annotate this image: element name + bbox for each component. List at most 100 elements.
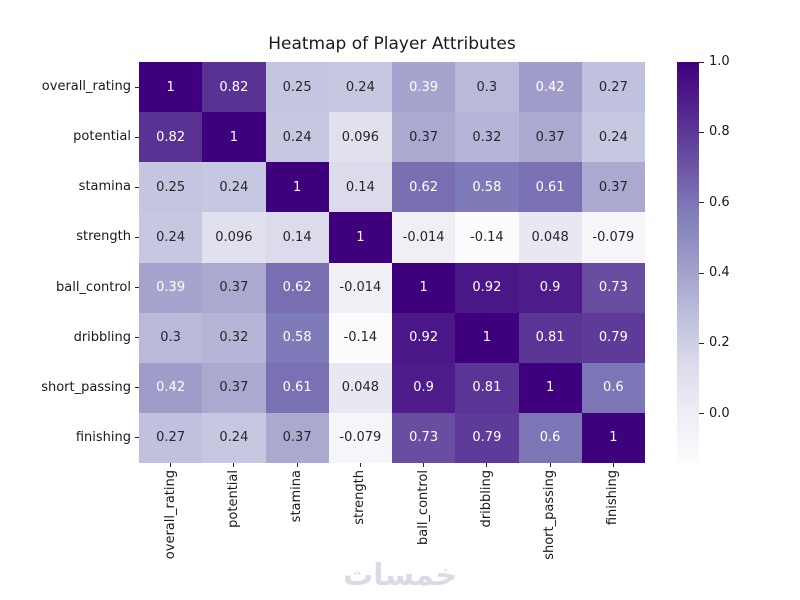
heatmap-cell: 0.096 (328, 112, 392, 163)
heatmap-cell: 0.37 (392, 112, 456, 163)
heatmap-cell: 0.42 (139, 362, 203, 413)
heatmap-cell: 0.39 (139, 262, 203, 313)
heatmap-cell: 0.14 (328, 162, 392, 213)
heatmap-cell: 0.25 (265, 62, 329, 113)
heatmap-cell: 0.37 (581, 162, 645, 213)
x-tick-mark (359, 463, 361, 467)
heatmap-cell: 0.82 (202, 62, 266, 113)
heatmap-cell: 0.61 (265, 362, 329, 413)
y-tick-label: stamina (78, 179, 131, 195)
heatmap-cell: -0.014 (392, 212, 456, 263)
heatmap-cell: 1 (139, 62, 203, 113)
heatmap-cell: 1 (392, 262, 456, 313)
heatmap-cell: 0.9 (518, 262, 582, 313)
heatmap-cell: 0.27 (139, 412, 203, 463)
y-tick-mark (135, 86, 139, 88)
heatmap-cell: 0.6 (518, 412, 582, 463)
y-tick-mark (135, 337, 139, 339)
heatmap-cell: 0.9 (392, 362, 456, 413)
heatmap-cell: -0.14 (455, 212, 519, 263)
heatmap-cell: 0.79 (455, 412, 519, 463)
colorbar (677, 62, 699, 463)
heatmap-cell: 0.81 (455, 362, 519, 413)
heatmap-cell: 0.39 (392, 62, 456, 113)
x-tick-mark (486, 463, 488, 467)
heatmap-cell: 0.3 (455, 62, 519, 113)
heatmap-cell: 0.37 (202, 262, 266, 313)
colorbar-tick-mark (699, 202, 704, 204)
heatmap-cell: -0.014 (328, 262, 392, 313)
heatmap-cell: 0.24 (139, 212, 203, 263)
y-tick-mark (135, 287, 139, 289)
colorbar-tick-label: 1.0 (709, 54, 730, 69)
x-tick-label: finishing (605, 470, 621, 526)
heatmap-cell: 0.42 (518, 62, 582, 113)
heatmap-cell: 0.37 (265, 412, 329, 463)
heatmap-cell: -0.14 (328, 312, 392, 363)
heatmap-cell: 0.81 (518, 312, 582, 363)
heatmap-cell: 0.73 (392, 412, 456, 463)
y-tick-label: dribbling (73, 329, 131, 345)
y-tick-mark (135, 387, 139, 389)
heatmap-cell: 0.62 (392, 162, 456, 213)
x-tick-mark (296, 463, 298, 467)
heatmap-cell: 0.37 (202, 362, 266, 413)
heatmap-cell: -0.079 (328, 412, 392, 463)
heatmap-cell: 0.25 (139, 162, 203, 213)
colorbar-tick-mark (699, 272, 704, 274)
heatmap-cell: 0.24 (581, 112, 645, 163)
heatmap-cell: 0.048 (328, 362, 392, 413)
x-tick-mark (233, 463, 235, 467)
x-tick-label: ball_control (415, 470, 431, 546)
y-tick-mark (135, 186, 139, 188)
colorbar-tick-label: 0.8 (709, 124, 730, 140)
heatmap-cell: 0.37 (518, 112, 582, 163)
heatmap-cell: 0.58 (455, 162, 519, 213)
heatmap-cell: 0.32 (455, 112, 519, 163)
colorbar-tick-label: 0.6 (709, 194, 730, 210)
heatmap-cell: 0.62 (265, 262, 329, 313)
y-tick-mark (135, 136, 139, 138)
x-tick-label: dribbling (478, 470, 494, 528)
colorbar-tick-label: 0.0 (709, 405, 730, 421)
heatmap-cell: -0.079 (581, 212, 645, 263)
heatmap-grid: 1 0.82 0.25 0.24 0.39 0.3 0.42 0.27 0.82 1 0.24 0.0… (139, 62, 645, 463)
y-tick-mark (135, 236, 139, 238)
colorbar-tick-mark (699, 131, 704, 133)
y-tick-mark (135, 437, 139, 439)
heatmap-cell: 0.048 (518, 212, 582, 263)
chart-title: Heatmap of Player Attributes (268, 34, 516, 54)
heatmap-cell: 1 (202, 112, 266, 163)
y-tick-label: short_passing (41, 379, 131, 395)
heatmap-cell: 0.61 (518, 162, 582, 213)
heatmap-cell: 0.3 (139, 312, 203, 363)
heatmap-cell: 0.92 (455, 262, 519, 313)
y-tick-label: strength (76, 229, 131, 245)
heatmap-cell: 0.58 (265, 312, 329, 363)
heatmap-cell: 0.32 (202, 312, 266, 363)
heatmap-cell: 0.14 (265, 212, 329, 263)
colorbar-tick-mark (699, 413, 704, 415)
x-tick-label: potential (225, 470, 241, 528)
heatmap-cell: 1 (455, 312, 519, 363)
heatmap-cell: 0.24 (202, 162, 266, 213)
x-tick-mark (170, 463, 172, 467)
heatmap-cell: 0.24 (202, 412, 266, 463)
y-tick-label: ball_control (55, 279, 131, 295)
y-tick-label: potential (73, 129, 131, 145)
heatmap-cell: 1 (265, 162, 329, 213)
heatmap-cell: 1 (328, 212, 392, 263)
watermark-text: خمسات (343, 558, 457, 593)
heatmap-cell: 0.73 (581, 262, 645, 313)
x-tick-label: short_passing (542, 470, 558, 560)
heatmap-cell: 0.6 (581, 362, 645, 413)
heatmap-cell: 1 (581, 412, 645, 463)
heatmap-cell: 0.27 (581, 62, 645, 113)
colorbar-tick-label: 0.2 (709, 335, 730, 351)
x-tick-label: overall_rating (162, 470, 178, 560)
x-tick-label: stamina (289, 470, 305, 523)
x-tick-mark (612, 463, 614, 467)
y-tick-label: finishing (75, 429, 131, 445)
y-tick-label: overall_rating (41, 79, 131, 95)
